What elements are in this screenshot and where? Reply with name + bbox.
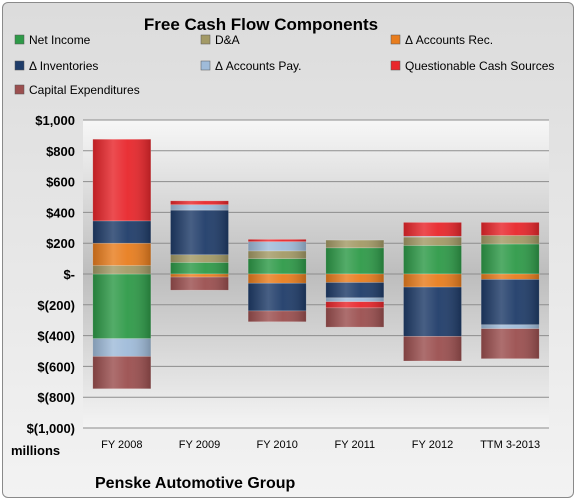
y-tick-label: $(800) bbox=[37, 390, 75, 405]
bar-segment-shade bbox=[325, 297, 384, 302]
y-tick-label: $400 bbox=[46, 205, 75, 220]
bar-segment-shade bbox=[248, 283, 307, 311]
x-tick-label: FY 2009 bbox=[179, 439, 220, 451]
legend-swatch bbox=[390, 34, 401, 45]
bar-segment-shade bbox=[325, 240, 384, 248]
bar-segment-shade bbox=[481, 324, 540, 329]
bars bbox=[92, 138, 540, 390]
legend-label: Net Income bbox=[29, 33, 91, 47]
bar-segment-shade bbox=[403, 245, 462, 274]
bar-segment-shade bbox=[481, 328, 540, 359]
bar-segment-shade bbox=[481, 243, 540, 274]
legend-label: Δ Accounts Rec. bbox=[405, 33, 493, 47]
y-tick-label: $600 bbox=[46, 175, 75, 190]
legend-label: D&A bbox=[215, 33, 240, 47]
unit-label: millions bbox=[11, 443, 60, 458]
legend-swatch bbox=[14, 84, 25, 95]
bar-segment-shade bbox=[481, 235, 540, 244]
legend-swatch bbox=[14, 34, 25, 45]
bar-segment-shade bbox=[248, 274, 307, 284]
legend-label: Δ Accounts Pay. bbox=[215, 59, 302, 73]
bar-segment-shade bbox=[248, 241, 307, 251]
bar-segment-shade bbox=[92, 338, 151, 357]
y-tick-label: $800 bbox=[46, 144, 75, 159]
bar-segment-shade bbox=[481, 222, 540, 236]
bar-segment-shade bbox=[403, 287, 462, 337]
bar-segment-shade bbox=[170, 254, 229, 263]
y-tick-label: $(200) bbox=[37, 298, 75, 313]
bar-segment-shade bbox=[325, 307, 384, 328]
bar-segment-shade bbox=[481, 279, 540, 325]
legend-swatch bbox=[200, 60, 211, 71]
x-tick-label: FY 2011 bbox=[335, 439, 376, 451]
bar-segment-shade bbox=[170, 204, 229, 211]
bar-segment-shade bbox=[325, 282, 384, 298]
bar-segment-shade bbox=[170, 277, 229, 291]
bar-segment-shade bbox=[325, 274, 384, 283]
bar-segment-shade bbox=[403, 236, 462, 238]
bar-segment-shade bbox=[170, 262, 229, 274]
x-tick-label: FY 2010 bbox=[256, 439, 297, 451]
bar-segment-shade bbox=[92, 220, 151, 244]
bar-segment-shade bbox=[403, 237, 462, 246]
bar-segment-shade bbox=[325, 247, 384, 274]
bar-segment-shade bbox=[92, 139, 151, 221]
legend-label: Δ Inventories bbox=[29, 59, 98, 73]
bar-segment-shade bbox=[403, 336, 462, 362]
y-tick-label: $(1,000) bbox=[27, 421, 75, 436]
chart: Free Cash Flow Components Net Income D&A Δ… bbox=[11, 15, 554, 492]
company-name: Penske Automotive Group bbox=[95, 475, 296, 492]
bar-segment-shade bbox=[170, 200, 229, 205]
chart-frame: Free Cash Flow Components Net Income D&A Δ… bbox=[2, 2, 574, 498]
y-axis: $1,000 $800 $600 $400 $200 $- $(200) $(400) $(60… bbox=[27, 113, 75, 436]
bar-segment-shade bbox=[170, 210, 229, 255]
bar-segment-shade bbox=[248, 239, 307, 242]
x-tick-label: TTM 3-2013 bbox=[480, 439, 540, 451]
y-tick-label: $(400) bbox=[37, 329, 75, 344]
legend-swatch bbox=[390, 60, 401, 71]
x-tick-label: FY 2012 bbox=[412, 439, 453, 451]
bar-segment-shade bbox=[92, 265, 151, 274]
bar-segment-shade bbox=[248, 250, 307, 259]
x-tick-label: FY 2008 bbox=[101, 439, 142, 451]
bar-segment-shade bbox=[403, 274, 462, 288]
legend-swatch bbox=[14, 60, 25, 71]
gridlines bbox=[83, 119, 549, 429]
legend-label: Capital Expenditures bbox=[29, 83, 140, 97]
legend-label: Questionable Cash Sources bbox=[405, 59, 554, 73]
bar-segment-shade bbox=[481, 274, 540, 280]
bar-segment-shade bbox=[92, 356, 151, 389]
y-tick-label: $200 bbox=[46, 236, 75, 251]
bar-segment-shade bbox=[170, 274, 229, 278]
legend: Net Income D&A Δ Accounts Rec. Δ Inventorie… bbox=[14, 33, 554, 97]
chart-title: Free Cash Flow Components bbox=[144, 15, 378, 34]
legend-swatch bbox=[200, 34, 211, 45]
y-tick-label: $- bbox=[63, 267, 75, 282]
bar-segment-shade bbox=[248, 258, 307, 274]
bar-segment-shade bbox=[403, 222, 462, 237]
x-axis: FY 2008 FY 2009 FY 2010 FY 2011 FY 2012 TTM 3… bbox=[101, 439, 540, 451]
y-tick-label: $(600) bbox=[37, 359, 75, 374]
bar-segment-shade bbox=[92, 274, 151, 339]
y-tick-label: $1,000 bbox=[35, 113, 75, 128]
bar-segment-shade bbox=[248, 310, 307, 322]
bar-segment-shade bbox=[325, 301, 384, 308]
bar-segment-shade bbox=[92, 243, 151, 266]
